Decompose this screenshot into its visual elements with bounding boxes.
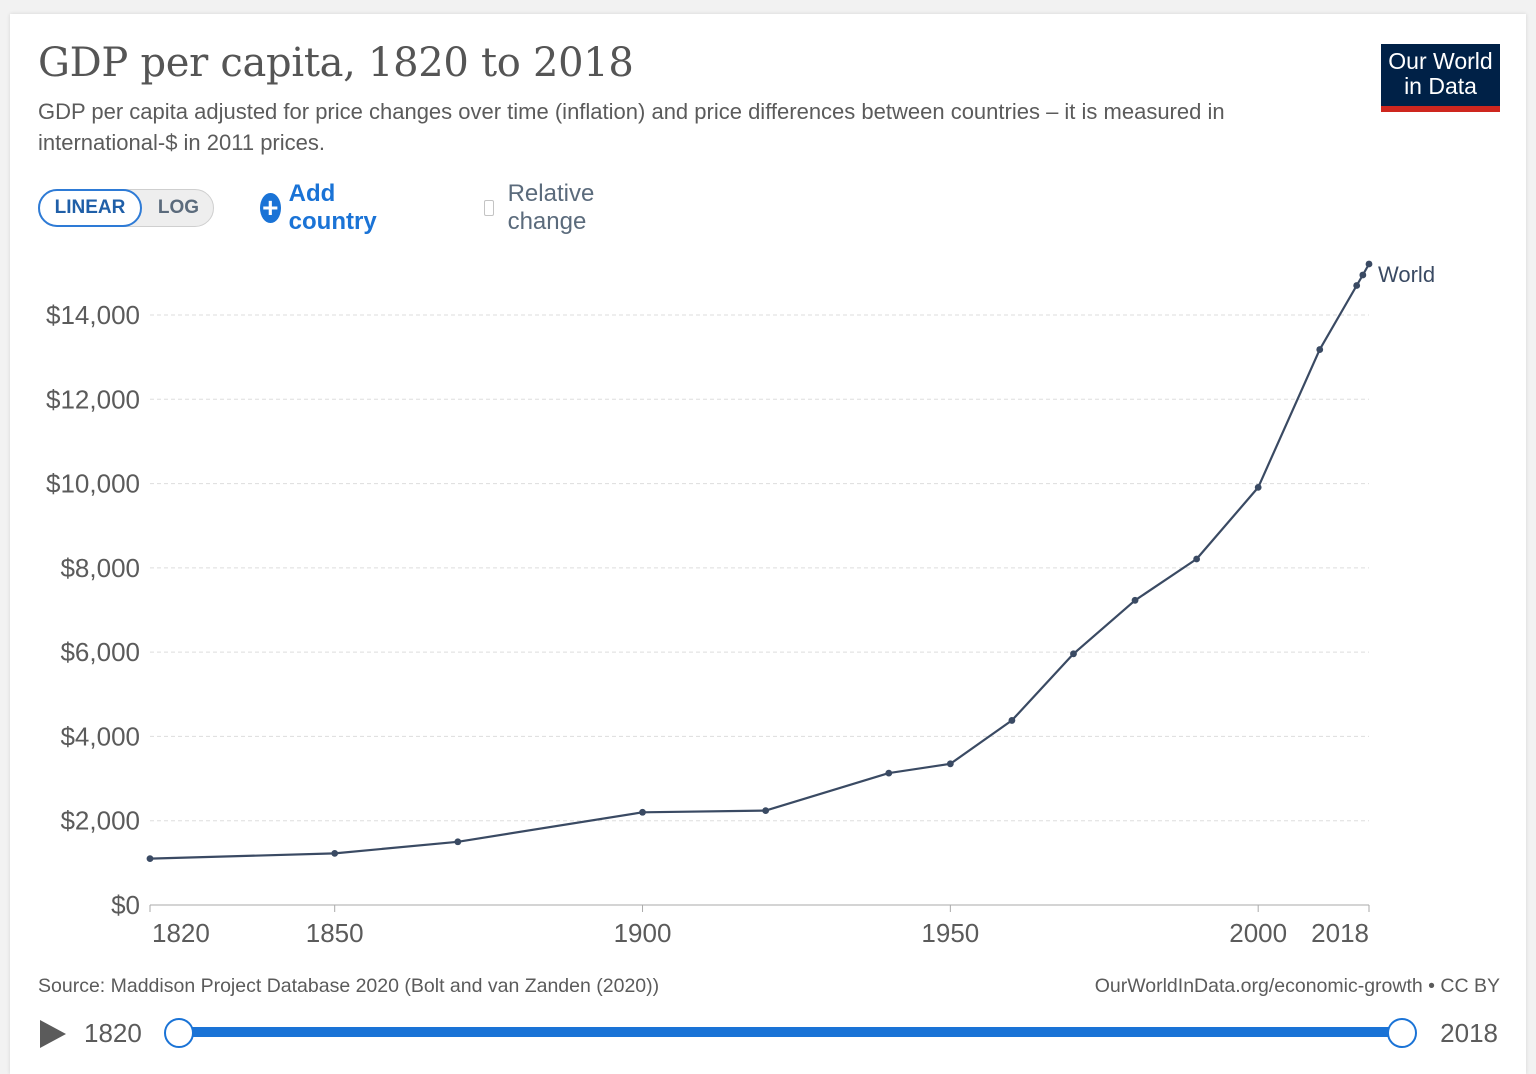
data-point — [762, 807, 770, 814]
data-point — [146, 855, 154, 863]
license-link[interactable]: OurWorldInData.org/economic-growth • CC … — [1094, 975, 1500, 997]
timeline: 1820 2018 — [38, 1012, 1500, 1057]
data-point — [1254, 483, 1262, 491]
x-tick-label: 1820 — [152, 918, 210, 948]
y-tick-label: $14,000 — [46, 300, 140, 330]
source-note[interactable]: Source: Maddison Project Database 2020 (… — [38, 975, 660, 997]
x-tick-label: 2000 — [1229, 918, 1287, 948]
linear-scale-button[interactable]: LINEAR — [38, 189, 142, 227]
data-point — [1365, 260, 1373, 268]
data-point — [1316, 346, 1324, 353]
add-country-label: Add country — [288, 180, 377, 235]
data-point — [1070, 650, 1077, 658]
logo-line-1: Our World — [1388, 48, 1493, 74]
y-tick-label: $12,000 — [46, 384, 140, 414]
timeline-end-year: 2018 — [1440, 1018, 1498, 1048]
data-point — [1193, 555, 1201, 563]
x-tick-label: 1850 — [306, 918, 364, 948]
data-point — [331, 849, 339, 857]
timeline-start-year: 1820 — [84, 1018, 142, 1048]
y-tick-label: $0 — [111, 890, 140, 920]
timeline-end-handle[interactable] — [1387, 1018, 1417, 1048]
y-tick-label: $2,000 — [60, 806, 140, 836]
relative-change-toggle[interactable]: Relative change — [484, 180, 601, 235]
data-point — [1359, 271, 1367, 279]
data-point — [454, 838, 462, 846]
y-tick-label: $10,000 — [46, 469, 140, 499]
timeline-track[interactable] — [178, 1027, 1402, 1037]
logo-line-2: in Data — [1404, 73, 1477, 99]
x-tick-label: 1900 — [614, 918, 672, 948]
y-tick-label: $6,000 — [60, 637, 140, 667]
y-tick-label: $8,000 — [60, 553, 140, 583]
x-tick-label: 1950 — [921, 918, 979, 948]
data-point — [1131, 596, 1139, 604]
series-label: World — [1378, 262, 1435, 287]
relative-change-label: Relative change — [507, 180, 595, 235]
log-scale-button[interactable]: LOG — [157, 197, 200, 218]
owid-logo[interactable]: Our World in Data — [1381, 44, 1500, 112]
data-point — [1353, 282, 1361, 289]
data-point — [639, 808, 646, 816]
add-country-button[interactable]: + Add country — [260, 180, 386, 235]
data-point — [946, 760, 954, 768]
data-point — [885, 769, 893, 777]
play-icon[interactable] — [40, 1020, 66, 1048]
data-point — [1008, 717, 1016, 724]
series-line-world — [149, 263, 1370, 860]
chart-card — [10, 14, 1526, 1074]
scale-toggle: LINEAR LOG — [38, 189, 214, 227]
chart-subtitle: GDP per capita adjusted for price change… — [38, 99, 1225, 155]
timeline-start-handle[interactable] — [164, 1018, 194, 1048]
chart-title: GDP per capita, 1820 to 2018 — [38, 40, 634, 86]
relative-change-checkbox[interactable] — [484, 200, 494, 216]
y-tick-label: $4,000 — [60, 721, 140, 751]
plus-icon: + — [260, 193, 281, 223]
x-tick-label: 2018 — [1311, 918, 1369, 948]
